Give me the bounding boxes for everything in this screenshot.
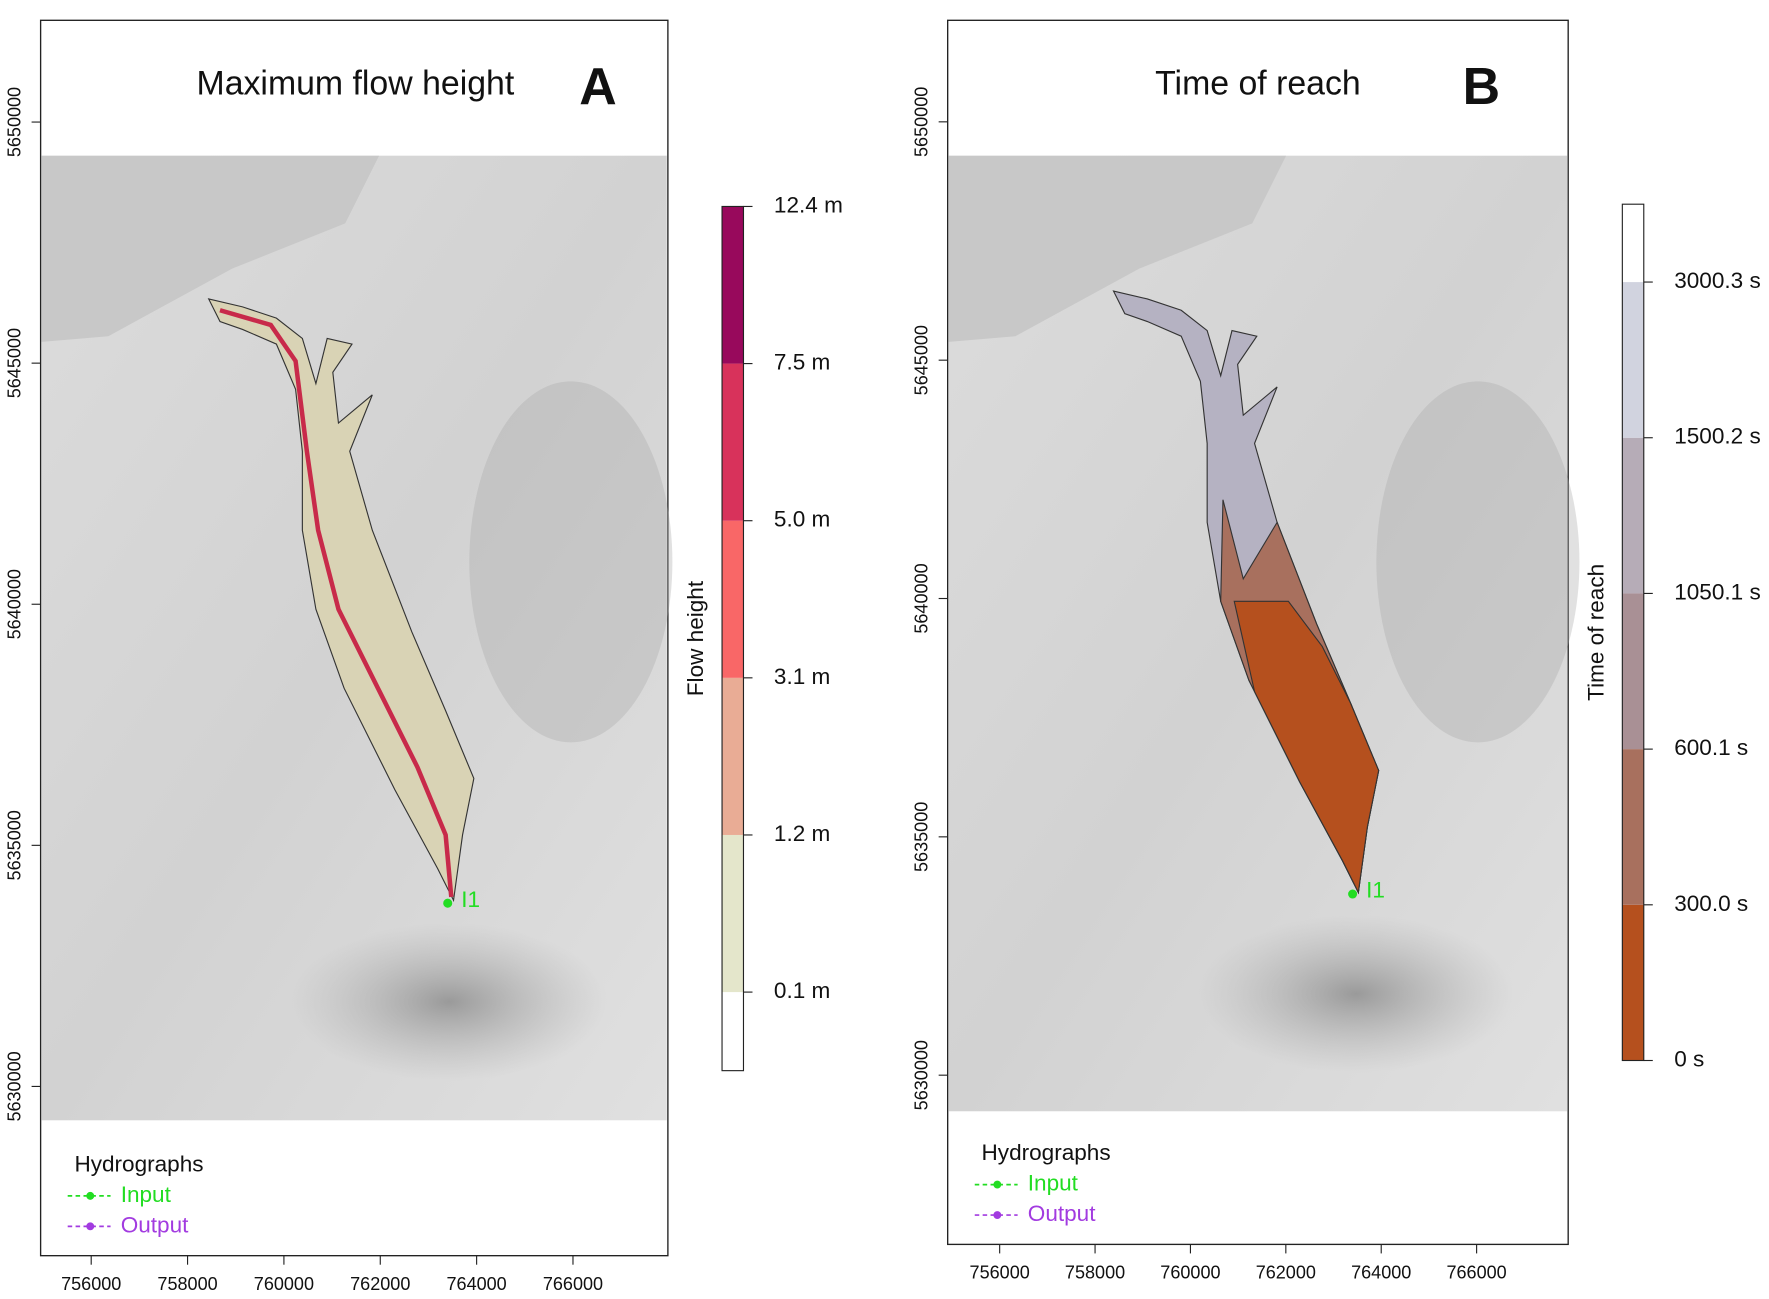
colorbar-label: 0 s	[1674, 1046, 1704, 1071]
colorbar-segment	[1622, 204, 1643, 282]
colorbar-label: 300.0 s	[1674, 891, 1748, 916]
panel-letter: A	[579, 57, 616, 115]
ridges	[1376, 381, 1579, 742]
colorbar-segment	[722, 364, 743, 521]
y-tick-label: 5630000	[912, 1040, 932, 1110]
colorbar-label: 3.1 m	[774, 664, 830, 689]
colorbar-label: 3000.3 s	[1674, 268, 1760, 293]
y-tick-label: 5650000	[912, 87, 932, 157]
ridges	[469, 381, 672, 742]
source-label: I1	[461, 887, 480, 912]
colorbar-label: 600.1 s	[1674, 735, 1748, 760]
x-tick-label: 764000	[447, 1274, 507, 1294]
colorbar-segment	[1622, 438, 1643, 594]
y-tick-label: 5645000	[912, 325, 932, 395]
figure: Maximum flow height A 756000 758000 760000 76…	[0, 0, 1769, 1299]
panel-title: Time of reach	[1155, 65, 1361, 103]
legend-label: Input	[1028, 1171, 1079, 1196]
x-tick-label: 764000	[1351, 1262, 1411, 1282]
colorbar-segment	[722, 678, 743, 835]
legend-label: Input	[121, 1182, 172, 1207]
y-tick-label: 5640000	[912, 563, 932, 633]
colorbar-segment	[1622, 749, 1643, 905]
x-tick-label: 762000	[350, 1274, 410, 1294]
panel-letter: B	[1463, 57, 1500, 115]
colorbar-segment	[722, 521, 743, 678]
y-tick-label: 5650000	[5, 87, 25, 157]
colorbar-segment	[1622, 905, 1643, 1061]
colorbar-label: 1.2 m	[774, 821, 830, 846]
colorbar-title: Flow height	[683, 580, 708, 696]
colorbar-segment	[1622, 282, 1643, 438]
colorbar-title: Time of reach	[1583, 564, 1608, 701]
colorbar-label: 0.1 m	[774, 978, 830, 1003]
x-tick-label: 766000	[1446, 1262, 1506, 1282]
x-tick-label: 758000	[157, 1274, 217, 1294]
x-tick-label: 760000	[254, 1274, 314, 1294]
page: {"panels": [ {"title": "Maximum flow hei…	[0, 0, 1769, 1299]
colorbar-label: 7.5 m	[774, 350, 830, 375]
y-tick-label: 5635000	[912, 802, 932, 872]
y-tick-label: 5640000	[5, 569, 25, 639]
volcano	[291, 923, 607, 1081]
colorbar-segment	[722, 992, 743, 1071]
colorbar-label: 12.4 m	[774, 192, 843, 217]
colorbar-segment	[1622, 593, 1643, 749]
x-tick-label: 760000	[1160, 1262, 1220, 1282]
y-tick-label: 5635000	[5, 810, 25, 880]
x-tick-label: 766000	[543, 1274, 603, 1294]
colorbar-label: 5.0 m	[774, 507, 830, 532]
legend-label: Output	[1028, 1201, 1096, 1226]
source-point	[1348, 890, 1357, 899]
colorbar-label: 1500.2 s	[1674, 424, 1760, 449]
source-point	[443, 899, 452, 908]
colorbar-segment	[722, 835, 743, 992]
legend-dot	[993, 1211, 1001, 1219]
colorbar-segment	[722, 206, 743, 363]
legend-label: Output	[121, 1212, 189, 1237]
panel: Maximum flow height A 756000 758000 760000 76…	[5, 20, 843, 1293]
x-tick-label: 758000	[1065, 1262, 1125, 1282]
legend-title: Hydrographs	[74, 1151, 203, 1176]
volcano	[1198, 915, 1514, 1073]
legend-dot	[86, 1192, 94, 1200]
legend-title: Hydrographs	[982, 1140, 1111, 1165]
legend-dot	[993, 1181, 1001, 1189]
source-label: I1	[1366, 878, 1385, 903]
colorbar-label: 1050.1 s	[1674, 579, 1760, 604]
x-tick-label: 756000	[970, 1262, 1030, 1282]
panel-title: Maximum flow height	[197, 65, 515, 103]
x-tick-label: 762000	[1256, 1262, 1316, 1282]
panel: Time of reach B 756000 758000 760000 762000 76…	[912, 20, 1761, 1282]
y-tick-label: 5630000	[5, 1051, 25, 1121]
y-tick-label: 5645000	[5, 328, 25, 398]
legend-dot	[86, 1222, 94, 1230]
x-tick-label: 756000	[61, 1274, 121, 1294]
